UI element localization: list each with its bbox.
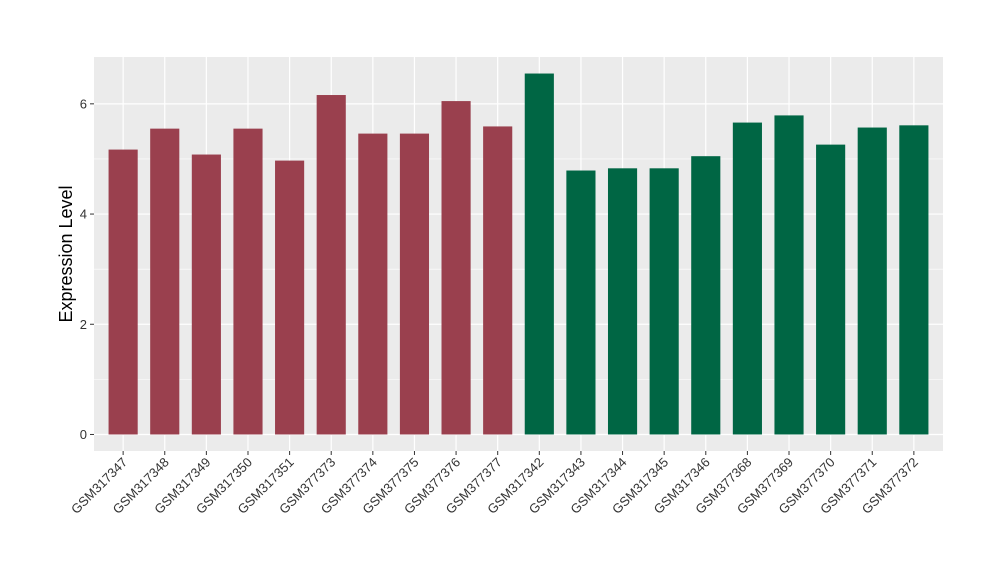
bar [316, 95, 346, 435]
bar [607, 168, 638, 435]
bar [483, 126, 513, 435]
bar [566, 170, 596, 435]
x-axis: GSM317347GSM317348GSM317349GSM317350GSM3… [68, 451, 921, 517]
bar [816, 144, 846, 435]
bar [774, 115, 804, 435]
bar [732, 122, 762, 435]
bar [649, 168, 679, 435]
plot-panel [94, 57, 943, 451]
bar [691, 156, 721, 435]
bar [275, 160, 305, 435]
y-tick-label: 0 [80, 427, 87, 442]
bar [150, 128, 180, 435]
bar [233, 128, 263, 435]
bars [108, 73, 929, 435]
y-axis-title: Expression Level [56, 185, 76, 322]
bar [399, 133, 430, 435]
y-tick-label: 4 [80, 207, 87, 222]
bar [191, 154, 221, 435]
y-tick-label: 2 [80, 317, 87, 332]
y-tick-label: 6 [80, 96, 87, 111]
bar [857, 127, 887, 435]
bar [441, 101, 471, 435]
y-axis: 0 2 4 6 [80, 96, 94, 442]
bar [108, 149, 138, 435]
bar [524, 73, 554, 435]
bar [358, 133, 388, 435]
bar [899, 125, 929, 435]
